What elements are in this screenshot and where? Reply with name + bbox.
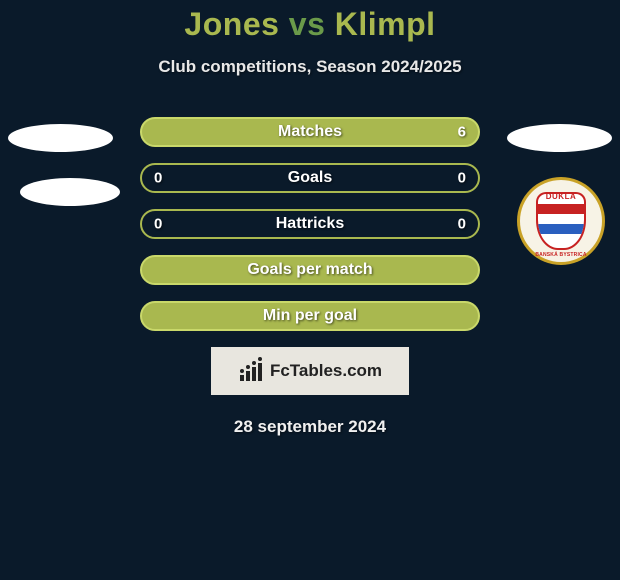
stat-value-left: 0 xyxy=(154,216,162,233)
stat-bar: Goals per match xyxy=(140,255,480,285)
comparison-card: Jones vs Klimpl Club competitions, Seaso… xyxy=(0,0,620,580)
title-vs: vs xyxy=(289,6,326,42)
stat-label: Hattricks xyxy=(276,215,344,233)
stat-row: Goals 0 0 xyxy=(140,163,480,193)
stat-label: Goals per match xyxy=(247,261,372,279)
page-title: Jones vs Klimpl xyxy=(0,0,620,43)
stat-bar: Hattricks 0 0 xyxy=(140,209,480,239)
subtitle: Club competitions, Season 2024/2025 xyxy=(0,57,620,77)
title-player1: Jones xyxy=(184,6,279,42)
stat-label: Goals xyxy=(288,169,332,187)
stat-row: Matches 6 xyxy=(140,117,480,147)
bar-chart-icon xyxy=(238,361,264,381)
stat-value-left: 0 xyxy=(154,170,162,187)
stat-bar: Matches 6 xyxy=(140,117,480,147)
stat-value-right: 0 xyxy=(458,170,466,187)
stat-bar: Min per goal xyxy=(140,301,480,331)
stat-row: Goals per match xyxy=(140,255,480,285)
stat-label: Matches xyxy=(278,123,342,141)
source-logo-text: FcTables.com xyxy=(270,361,382,381)
stat-label: Min per goal xyxy=(263,307,357,325)
stat-row: Hattricks 0 0 xyxy=(140,209,480,239)
stats-container: Matches 6 Goals 0 0 Hattricks 0 0 Goals per matc… xyxy=(0,117,620,331)
stat-bar: Goals 0 0 xyxy=(140,163,480,193)
stat-row: Min per goal xyxy=(140,301,480,331)
title-player2: Klimpl xyxy=(335,6,436,42)
source-logo: FcTables.com xyxy=(211,347,409,395)
date-text: 28 september 2024 xyxy=(0,417,620,437)
stat-value-right: 6 xyxy=(458,124,466,141)
stat-value-right: 0 xyxy=(458,216,466,233)
